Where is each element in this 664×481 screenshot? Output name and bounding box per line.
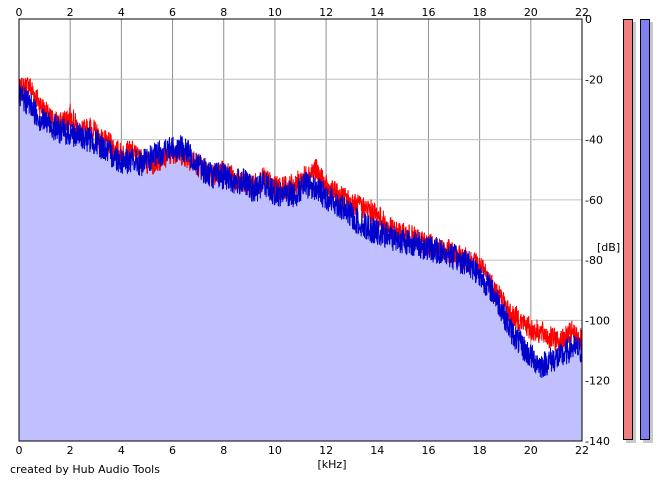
spectrum-fill: [19, 84, 582, 442]
plot-frame: [18, 18, 583, 442]
x-tick-bottom-4: 4: [118, 444, 125, 457]
x-tick-top-18: 18: [473, 6, 487, 19]
y-tick--60: -60: [585, 194, 603, 207]
x-tick-bottom-8: 8: [220, 444, 227, 457]
y-axis-label: [dB]: [597, 241, 620, 254]
y-tick--40: -40: [585, 134, 603, 147]
x-tick-bottom-10: 10: [268, 444, 282, 457]
x-tick-bottom-0: 0: [16, 444, 23, 457]
x-tick-top-4: 4: [118, 6, 125, 19]
x-tick-top-8: 8: [220, 6, 227, 19]
x-tick-top-6: 6: [169, 6, 176, 19]
y-tick-labels: 0 -20 -40 -60 -80 -100 -120 -140: [585, 13, 610, 448]
x-tick-top-12: 12: [319, 6, 333, 19]
x-tick-bottom-6: 6: [169, 444, 176, 457]
x-tick-top-0: 0: [16, 6, 23, 19]
spectrum-area: [19, 84, 582, 442]
y-tick--80: -80: [585, 254, 603, 267]
x-tick-bottom-2: 2: [67, 444, 74, 457]
series-line-blue: [18, 84, 583, 379]
x-tick-top-2: 2: [67, 6, 74, 19]
x-tick-bottom-16: 16: [421, 444, 435, 457]
x-tick-bottom-18: 18: [473, 444, 487, 457]
x-tick-top-20: 20: [524, 6, 538, 19]
x-axis-label: [kHz]: [318, 458, 347, 471]
x-tick-top-14: 14: [370, 6, 384, 19]
x-tick-labels-top: 0 2 4 6 8 10 12 14 16 18 20 22: [16, 6, 590, 19]
x-tick-top-10: 10: [268, 6, 282, 19]
credit-text: created by Hub Audio Tools: [10, 463, 160, 476]
spectrum-lines: [18, 76, 583, 379]
plot-border: [18, 18, 583, 442]
y-tick--20: -20: [585, 73, 603, 86]
level-meter-right: [640, 19, 650, 440]
y-tick--100: -100: [585, 314, 610, 327]
x-tick-bottom-12: 12: [319, 444, 333, 457]
y-tick--140: -140: [585, 435, 610, 448]
level-meter-left: [623, 19, 633, 440]
x-tick-bottom-14: 14: [370, 444, 384, 457]
x-tick-bottom-22: 22: [575, 444, 589, 457]
x-tick-top-22: 22: [575, 6, 589, 19]
x-tick-labels-bottom: 0 2 4 6 8 10 12 14 16 18 20 22: [16, 444, 590, 457]
x-tick-bottom-20: 20: [524, 444, 538, 457]
y-tick-0: 0: [585, 13, 592, 26]
x-tick-top-16: 16: [421, 6, 435, 19]
y-tick--120: -120: [585, 375, 610, 388]
